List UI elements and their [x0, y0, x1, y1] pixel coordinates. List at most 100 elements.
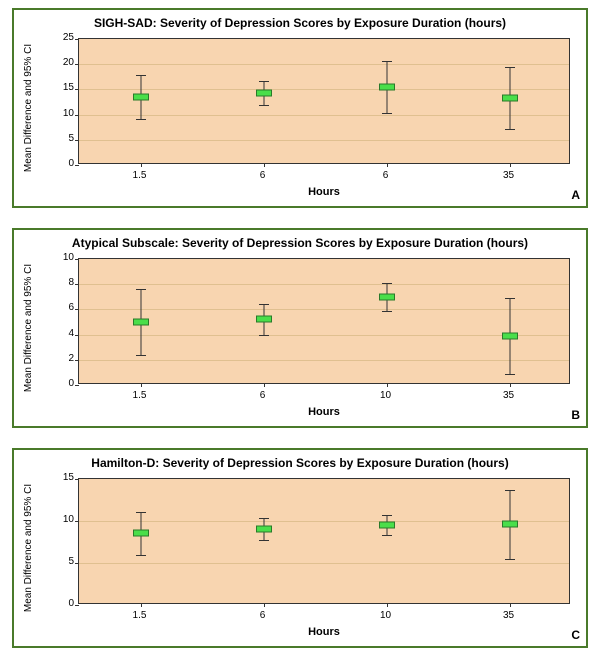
plot-area	[78, 478, 570, 604]
y-axis-label: Mean Difference and 95% CI	[23, 44, 34, 172]
y-tick-label: 15	[50, 82, 74, 93]
y-tick-mark	[75, 360, 79, 361]
x-axis-label: Hours	[78, 186, 570, 198]
chart-title: Atypical Subscale: Severity of Depressio…	[14, 236, 586, 250]
x-axis-label: Hours	[78, 406, 570, 418]
data-marker	[256, 526, 272, 533]
error-cap-lower	[136, 119, 146, 120]
x-tick-label: 10	[380, 610, 391, 621]
panel-corner-label: C	[571, 628, 580, 642]
error-cap-upper	[259, 304, 269, 305]
y-tick-mark	[75, 563, 79, 564]
y-tick-label: 10	[50, 252, 74, 263]
gridline	[79, 115, 569, 116]
error-cap-upper	[505, 298, 515, 299]
chart-panel-A: SIGH-SAD: Severity of Depression Scores …	[12, 8, 588, 208]
plot-area	[78, 258, 570, 384]
error-cap-upper	[136, 75, 146, 76]
error-cap-upper	[505, 490, 515, 491]
y-tick-mark	[75, 479, 79, 480]
error-cap-lower	[505, 374, 515, 375]
x-tick-mark	[510, 603, 511, 607]
x-tick-label: 6	[260, 170, 266, 181]
x-tick-mark	[510, 383, 511, 387]
y-tick-mark	[75, 259, 79, 260]
chart-title: SIGH-SAD: Severity of Depression Scores …	[14, 16, 586, 30]
gridline	[79, 360, 569, 361]
panel-corner-label: A	[571, 188, 580, 202]
y-tick-mark	[75, 39, 79, 40]
y-tick-label: 2	[50, 353, 74, 364]
x-tick-label: 6	[383, 170, 389, 181]
y-tick-label: 0	[50, 158, 74, 169]
chart-title: Hamilton-D: Severity of Depression Score…	[14, 456, 586, 470]
error-cap-upper	[259, 81, 269, 82]
x-tick-label: 35	[503, 390, 514, 401]
error-cap-lower	[259, 540, 269, 541]
y-tick-label: 0	[50, 378, 74, 389]
data-marker	[256, 89, 272, 96]
error-cap-lower	[505, 559, 515, 560]
y-tick-label: 8	[50, 277, 74, 288]
y-tick-mark	[75, 165, 79, 166]
y-tick-mark	[75, 521, 79, 522]
y-tick-mark	[75, 335, 79, 336]
plot-area	[78, 38, 570, 164]
y-axis-label: Mean Difference and 95% CI	[23, 264, 34, 392]
error-cap-upper	[505, 67, 515, 68]
error-cap-lower	[136, 355, 146, 356]
x-tick-mark	[387, 163, 388, 167]
data-marker	[256, 316, 272, 323]
x-axis-label: Hours	[78, 626, 570, 638]
gridline	[79, 563, 569, 564]
x-tick-label: 1.5	[133, 390, 147, 401]
panel-corner-label: B	[571, 408, 580, 422]
error-cap-lower	[382, 535, 392, 536]
error-cap-upper	[136, 289, 146, 290]
gridline	[79, 335, 569, 336]
error-cap-upper	[382, 515, 392, 516]
x-tick-mark	[141, 603, 142, 607]
error-cap-lower	[259, 105, 269, 106]
data-marker	[379, 293, 395, 300]
x-tick-label: 35	[503, 610, 514, 621]
x-tick-label: 1.5	[133, 170, 147, 181]
x-tick-mark	[510, 163, 511, 167]
gridline	[79, 284, 569, 285]
y-axis-label: Mean Difference and 95% CI	[23, 484, 34, 612]
error-cap-upper	[259, 518, 269, 519]
y-tick-label: 6	[50, 302, 74, 313]
data-marker	[133, 93, 149, 100]
data-marker	[133, 529, 149, 536]
error-cap-lower	[136, 555, 146, 556]
x-tick-label: 35	[503, 170, 514, 181]
x-tick-label: 1.5	[133, 610, 147, 621]
gridline	[79, 64, 569, 65]
x-tick-mark	[264, 163, 265, 167]
error-cap-lower	[382, 311, 392, 312]
y-tick-label: 25	[50, 32, 74, 43]
x-tick-label: 6	[260, 610, 266, 621]
y-tick-mark	[75, 115, 79, 116]
y-tick-mark	[75, 385, 79, 386]
data-marker	[379, 83, 395, 90]
y-tick-label: 0	[50, 598, 74, 609]
x-tick-mark	[141, 163, 142, 167]
error-cap-upper	[136, 512, 146, 513]
y-tick-label: 10	[50, 514, 74, 525]
y-tick-mark	[75, 309, 79, 310]
x-tick-label: 10	[380, 390, 391, 401]
y-tick-mark	[75, 140, 79, 141]
gridline	[79, 140, 569, 141]
gridline	[79, 521, 569, 522]
data-marker	[379, 522, 395, 529]
error-cap-lower	[505, 129, 515, 130]
x-tick-mark	[387, 383, 388, 387]
y-tick-label: 4	[50, 328, 74, 339]
chart-panel-C: Hamilton-D: Severity of Depression Score…	[12, 448, 588, 648]
gridline	[79, 89, 569, 90]
error-cap-upper	[382, 283, 392, 284]
data-marker	[502, 94, 518, 101]
chart-panel-B: Atypical Subscale: Severity of Depressio…	[12, 228, 588, 428]
x-tick-label: 6	[260, 390, 266, 401]
